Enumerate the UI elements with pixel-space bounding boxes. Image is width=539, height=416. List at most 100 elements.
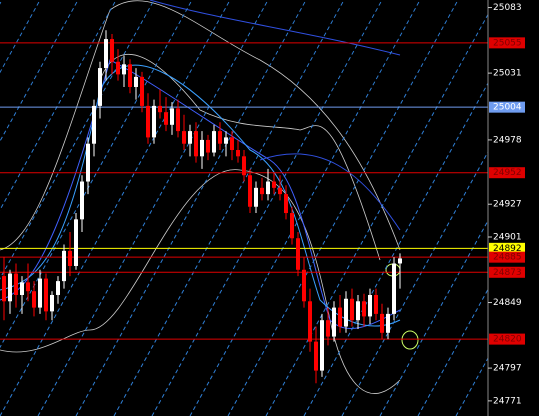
- candle-body: [80, 181, 84, 220]
- trend-line: [417, 288, 488, 416]
- level-label-bg: [489, 167, 525, 179]
- axis-panel: [488, 0, 539, 416]
- candle-body: [164, 112, 168, 125]
- indicator-band: [99, 53, 381, 261]
- candle-body: [224, 137, 228, 144]
- trend-line: [227, 0, 459, 416]
- trend-line: [113, 0, 345, 416]
- candle-body: [362, 301, 366, 317]
- candle-body: [344, 298, 348, 327]
- candle-body: [62, 250, 66, 282]
- candle-body: [146, 105, 150, 138]
- candle-body: [368, 294, 372, 317]
- level-label-bg: [489, 333, 525, 345]
- indicator-band: [0, 0, 401, 251]
- candle-body: [38, 278, 42, 308]
- candle-body: [158, 105, 162, 113]
- candle-body: [392, 263, 396, 314]
- candle-body: [2, 276, 6, 302]
- trend-line: [265, 13, 488, 416]
- y-tick-label: 25083: [493, 3, 522, 13]
- trend-line: [151, 0, 383, 416]
- candle-body: [170, 108, 174, 125]
- candle-body: [350, 298, 354, 321]
- levels: [0, 42, 488, 340]
- level-label-bg: [489, 37, 525, 49]
- candle-body: [200, 139, 204, 157]
- level-label: 24820: [493, 335, 522, 345]
- level-label: 24885: [493, 253, 522, 263]
- y-axis: 25083 25031 24978 24927 24901 24849 24797 24771…: [488, 3, 525, 406]
- candle-body: [44, 278, 48, 312]
- candle-body: [116, 61, 120, 75]
- trend-line: [37, 0, 269, 416]
- marker: [401, 330, 419, 350]
- level-label: 24892: [493, 244, 522, 254]
- level-label-bg: [489, 266, 525, 278]
- candle-body: [14, 273, 18, 295]
- candle-body: [20, 282, 24, 295]
- level-label: 25055: [493, 38, 522, 48]
- level-label: 24873: [493, 268, 522, 278]
- candle-body: [110, 39, 114, 62]
- candle-body: [260, 187, 264, 195]
- trend-line: [341, 150, 488, 416]
- y-tick-label: 24927: [493, 200, 522, 210]
- y-tick-label: 24901: [493, 232, 522, 242]
- moving-average: [0, 64, 401, 327]
- candle-body: [296, 238, 300, 270]
- candle-body: [230, 137, 234, 151]
- candle-body: [374, 294, 378, 314]
- candle-body: [104, 39, 108, 69]
- trend-line: [379, 219, 488, 416]
- candle-body: [356, 301, 360, 321]
- candle-body: [140, 76, 144, 106]
- moving-average: [149, 0, 401, 56]
- candle-body: [8, 273, 12, 302]
- candle-body: [32, 291, 36, 308]
- candle-body: [176, 108, 180, 132]
- candle-body: [242, 156, 246, 176]
- trend-line: [0, 0, 231, 416]
- candle-body: [236, 150, 240, 157]
- trend-line: [189, 0, 421, 416]
- candle-body: [254, 187, 258, 207]
- y-tick-label: 24797: [493, 364, 522, 374]
- candle-body: [302, 269, 306, 302]
- level-label-bg: [489, 101, 525, 113]
- candle-body: [386, 313, 390, 333]
- candle-body: [182, 131, 186, 144]
- level-label-bg: [489, 242, 525, 254]
- candle-body: [218, 131, 222, 144]
- candle-body: [380, 313, 384, 333]
- y-tick-label: 24849: [493, 298, 522, 308]
- candle-body: [272, 181, 276, 188]
- candle-body: [248, 175, 252, 207]
- level-label: 25004: [493, 103, 522, 113]
- candle-body: [284, 194, 288, 214]
- trend-line: [303, 82, 488, 416]
- candle-body: [308, 301, 312, 342]
- level-label-bg: [489, 251, 525, 263]
- candle-body: [92, 105, 96, 144]
- trend-line: [0, 0, 193, 349]
- candle-body: [212, 131, 216, 153]
- moving-average: [259, 153, 401, 231]
- candle-body: [50, 294, 54, 312]
- indicator-band: [0, 169, 401, 394]
- candle-body: [398, 258, 402, 264]
- candle-body: [86, 143, 90, 182]
- candle-body: [326, 320, 330, 337]
- candle-body: [68, 250, 72, 266]
- candle-body: [134, 76, 138, 87]
- candle-body: [56, 281, 60, 295]
- candle-body: [194, 131, 198, 157]
- candle-body: [206, 139, 210, 153]
- candle-body: [314, 341, 318, 371]
- y-tick-label: 24978: [493, 135, 522, 145]
- candle-body: [338, 307, 342, 327]
- candles: [2, 30, 402, 384]
